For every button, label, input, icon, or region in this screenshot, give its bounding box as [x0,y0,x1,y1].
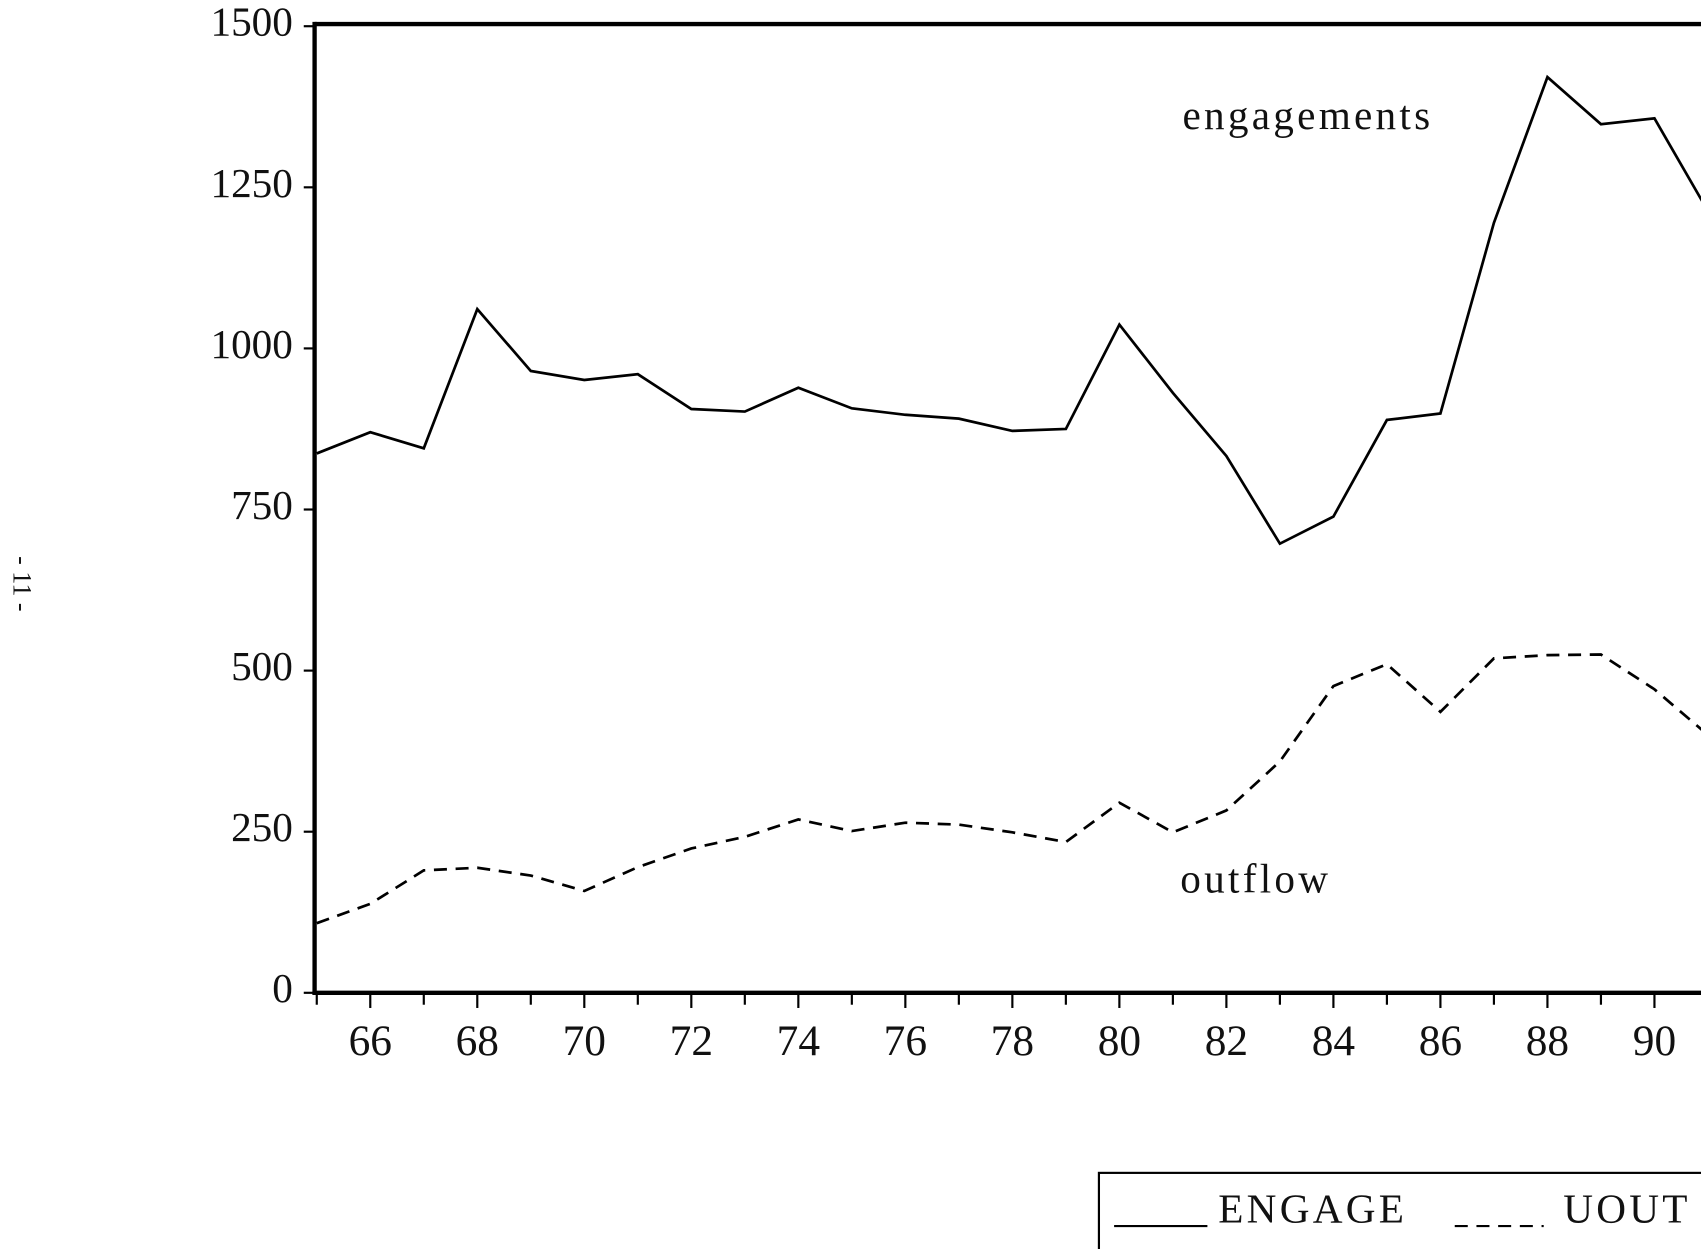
legend-box [1097,1171,1701,1249]
x-tick-label: 74 [777,1017,821,1065]
x-tick-label: 76 [884,1017,927,1065]
y-tick-label: 750 [231,482,293,528]
series-annotation: outflow [1180,856,1331,902]
y-tick-label: 1500 [210,0,292,45]
x-tick-label: 82 [1205,1017,1248,1065]
x-tick-label: 72 [670,1017,713,1065]
x-tick-label: 88 [1526,1017,1569,1065]
y-tick-label: 250 [231,804,293,850]
y-tick-label: 1000 [210,321,292,367]
legend-label: UOUT [1563,1185,1691,1231]
series-line [316,653,1701,925]
series-line [316,74,1701,546]
x-tick-label: 80 [1098,1017,1141,1065]
x-tick-label: 66 [349,1017,392,1065]
legend-label: ENGAGE [1218,1185,1407,1231]
x-tick-label: 70 [563,1017,606,1065]
x-tick-label: 86 [1419,1017,1462,1065]
page-number: - 11 - [8,556,37,611]
x-tick-label: 90 [1633,1017,1676,1065]
y-tick-label: 1250 [210,160,292,206]
x-tick-label: 78 [991,1017,1034,1065]
series-annotation: engagements [1182,92,1433,138]
x-tick-label: 68 [456,1017,499,1065]
y-tick-label: 500 [231,643,293,689]
y-tick-label: 0 [272,965,293,1011]
x-tick-label: 84 [1312,1017,1356,1065]
